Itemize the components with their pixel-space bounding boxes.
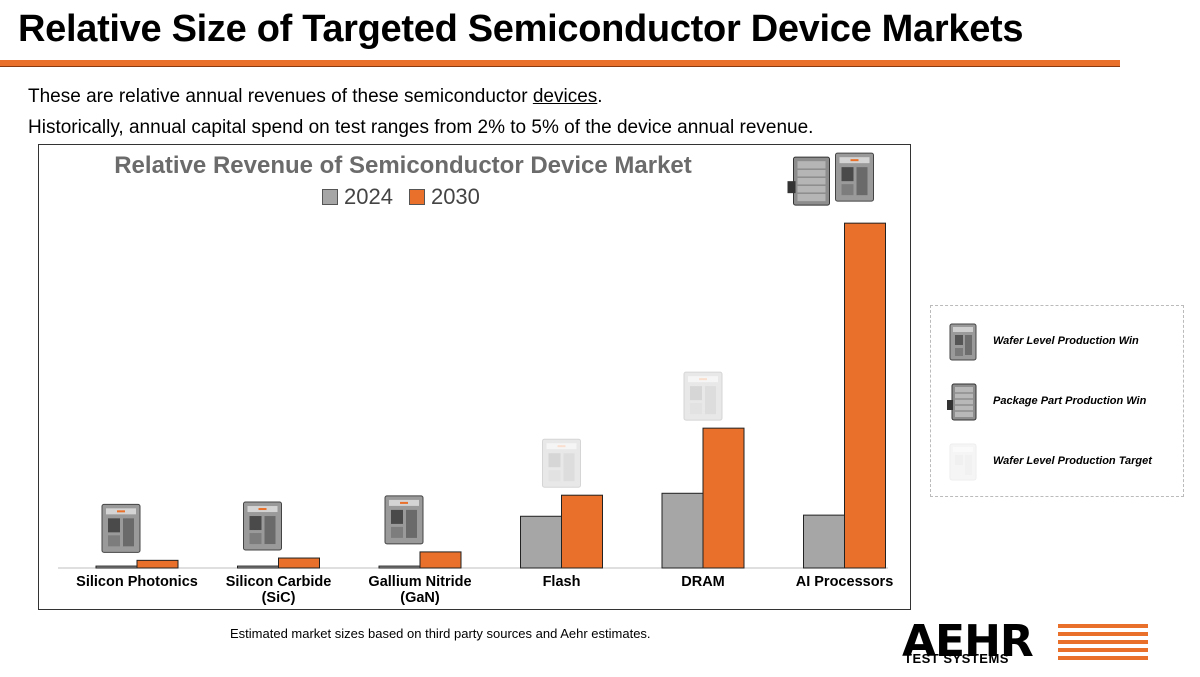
legend-swatch-2024 <box>322 189 338 205</box>
title-rule <box>0 60 1120 67</box>
legend-label-2024: 2024 <box>344 184 393 209</box>
wafer-level-target-icon-flash <box>542 438 581 488</box>
wafer-level-win-icon-silicon-photonics <box>101 503 141 553</box>
chart-legend: 2024 2030 <box>322 184 496 210</box>
category-label-silicon-photonics: Silicon Photonics <box>57 574 217 590</box>
logo-wordmark: AEHR <box>902 616 1034 667</box>
wafer-level-system-icon <box>949 323 977 361</box>
legend-item-2030: 2030 <box>408 184 480 210</box>
slide-title: Relative Size of Targeted Semiconductor … <box>18 8 1024 50</box>
category-label-gallium-nitride-gan-line-0: Gallium Nitride <box>368 574 472 590</box>
category-label-dram-line-0: DRAM <box>681 574 725 590</box>
bar-2024-dram <box>661 492 704 569</box>
bar-2024-ai-processors <box>803 514 845 569</box>
wafer-level-win-icon-silicon-carbide-sic <box>243 501 282 551</box>
bar-2030-silicon-photonics <box>136 559 179 569</box>
marker-key-box: Wafer Level Production Win Package Part … <box>930 305 1184 497</box>
footnote: Estimated market sizes based on third pa… <box>230 626 651 641</box>
intro-line-1-prefix: These are relative annual revenues of th… <box>28 86 533 107</box>
key-row-wafer-level-target: Wafer Level Production Target <box>931 442 1185 482</box>
category-label-flash-line-0: Flash <box>542 574 581 590</box>
bar-2030-gallium-nitride-gan <box>419 551 462 569</box>
category-label-ai-processors: AI Processors <box>765 574 925 590</box>
wafer-level-win-icon-ai-processors <box>835 152 874 202</box>
key-label-package-part-win: Package Part Production Win <box>993 395 1147 407</box>
wafer-level-target-icon <box>949 443 977 481</box>
key-row-package-part-win: Package Part Production Win <box>931 382 1185 422</box>
category-label-flash: Flash <box>482 574 642 590</box>
legend-item-2024: 2024 <box>322 184 393 210</box>
legend-swatch-2030 <box>408 189 425 205</box>
wafer-level-win-icon-gallium-nitride-gan <box>384 495 424 545</box>
bar-chart <box>58 152 888 569</box>
intro-line-1: These are relative annual revenues of th… <box>28 86 603 108</box>
key-label-wafer-level-target: Wafer Level Production Target <box>993 455 1152 467</box>
wafer-level-target-icon-dram <box>683 371 723 421</box>
package-part-win-icon-ai-processors <box>787 156 830 206</box>
bar-2024-flash <box>520 515 562 569</box>
category-label-ai-processors-line-0: AI Processors <box>795 574 894 590</box>
logo-bars <box>1058 624 1148 664</box>
bar-2030-silicon-carbide-sic <box>278 557 320 569</box>
intro-devices-underlined: devices <box>532 86 598 107</box>
legend-label-2030: 2030 <box>430 184 480 209</box>
bar-2024-gallium-nitride-gan <box>378 565 421 569</box>
category-label-silicon-photonics-line-0: Silicon Photonics <box>76 574 198 590</box>
category-label-silicon-carbide-sic-line-0: Silicon Carbide <box>225 574 332 590</box>
bar-2030-flash <box>561 494 603 569</box>
bar-2030-ai-processors <box>844 222 886 569</box>
key-label-wafer-level-win: Wafer Level Production Win <box>993 335 1139 347</box>
aehr-logo: AEHR TEST SYSTEMS <box>900 616 1150 668</box>
chart-title: Relative Revenue of Semiconductor Device… <box>114 152 692 179</box>
key-row-wafer-level-win: Wafer Level Production Win <box>931 322 1185 362</box>
category-label-silicon-carbide-sic: Silicon Carbide (SiC) <box>199 574 359 606</box>
category-label-dram: DRAM <box>623 574 783 590</box>
intro-line-2: Historically, annual capital spend on te… <box>28 117 814 138</box>
category-label-gallium-nitride-gan-line-1: (GaN) <box>400 590 440 606</box>
bar-2030-dram <box>702 427 745 569</box>
category-label-silicon-carbide-sic-line-1: (SiC) <box>261 590 296 606</box>
bar-2024-silicon-carbide-sic <box>237 565 279 569</box>
chart-frame <box>38 144 911 610</box>
package-part-system-icon <box>947 383 977 421</box>
category-label-gallium-nitride-gan: Gallium Nitride (GaN) <box>340 574 500 606</box>
intro-line-1-suffix: . <box>597 86 603 107</box>
logo-subtitle: TEST SYSTEMS <box>904 651 1009 666</box>
bar-2024-silicon-photonics <box>95 565 138 569</box>
